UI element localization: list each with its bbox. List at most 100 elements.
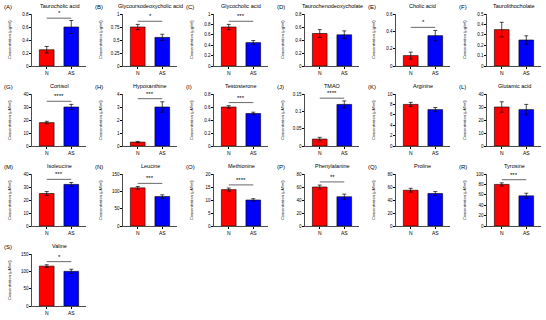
svg-text:Isoleucine: Isoleucine [47, 163, 72, 169]
svg-text:(O): (O) [186, 164, 195, 170]
svg-text:Proline: Proline [414, 163, 431, 169]
svg-text:AS: AS [523, 150, 530, 156]
svg-text:3: 3 [117, 105, 120, 110]
svg-text:AS: AS [432, 70, 439, 76]
svg-text:4: 4 [390, 123, 393, 128]
svg-text:Concentration (μM/ml): Concentration (μM/ml) [280, 180, 285, 220]
svg-text:Concentration (μM/ml): Concentration (μM/ml) [98, 100, 103, 140]
svg-text:AS: AS [68, 230, 75, 236]
svg-text:Concentration (μM/ml): Concentration (μM/ml) [462, 180, 467, 220]
svg-text:Leucine: Leucine [141, 163, 160, 169]
svg-text:20: 20 [296, 211, 302, 216]
svg-text:30: 30 [23, 105, 29, 110]
svg-text:Cortisol: Cortisol [50, 83, 69, 89]
svg-text:(E): (E) [368, 4, 376, 10]
svg-text:Concentration (μM/ml): Concentration (μM/ml) [7, 260, 12, 300]
svg-text:50: 50 [23, 286, 29, 291]
svg-text:Concentration (μM/ml): Concentration (μM/ml) [462, 100, 467, 140]
svg-text:N: N [500, 150, 504, 156]
svg-text:0: 0 [26, 304, 29, 309]
svg-text:0: 0 [26, 64, 29, 69]
svg-text:10: 10 [387, 92, 393, 97]
svg-text:AS: AS [68, 150, 75, 156]
svg-text:N: N [45, 150, 49, 156]
svg-text:Glycoursodeoxycholic acid: Glycoursodeoxycholic acid [118, 3, 183, 9]
svg-text:0.3: 0.3 [477, 32, 484, 37]
svg-text:Tyrosine: Tyrosine [504, 163, 525, 169]
svg-text:***: *** [237, 13, 245, 19]
svg-text:5: 5 [208, 211, 211, 216]
svg-text:N: N [227, 230, 231, 236]
svg-text:AS: AS [159, 70, 166, 76]
svg-text:0: 0 [26, 224, 29, 229]
svg-text:1: 1 [208, 12, 211, 17]
svg-text:N: N [409, 230, 413, 236]
svg-text:**: ** [330, 174, 335, 180]
svg-text:100: 100 [476, 172, 484, 177]
svg-text:0.15: 0.15 [293, 92, 302, 97]
svg-text:AS: AS [159, 150, 166, 156]
svg-text:10: 10 [23, 131, 29, 136]
svg-text:(N): (N) [95, 164, 103, 170]
svg-text:0: 0 [481, 224, 484, 229]
svg-text:AS: AS [341, 70, 348, 76]
svg-text:AS: AS [432, 150, 439, 156]
svg-text:0.8: 0.8 [22, 12, 29, 17]
svg-text:AS: AS [250, 150, 257, 156]
svg-text:***: *** [237, 95, 245, 101]
svg-text:Methionine: Methionine [228, 163, 255, 169]
svg-text:2: 2 [390, 133, 393, 138]
svg-text:0.2: 0.2 [204, 53, 211, 58]
svg-text:20: 20 [387, 211, 393, 216]
svg-text:Concentration (μg/ml): Concentration (μg/ml) [7, 20, 12, 59]
svg-text:Arginine: Arginine [413, 83, 433, 89]
svg-text:4: 4 [117, 92, 120, 97]
svg-text:0.2: 0.2 [477, 43, 484, 48]
svg-text:0: 0 [299, 224, 302, 229]
svg-text:0.4: 0.4 [386, 29, 393, 34]
svg-text:0: 0 [208, 64, 211, 69]
svg-text:AS: AS [250, 70, 257, 76]
svg-text:100: 100 [112, 189, 120, 194]
svg-text:0.2: 0.2 [295, 51, 302, 56]
svg-text:10: 10 [478, 131, 484, 136]
svg-text:(L): (L) [459, 84, 466, 90]
svg-text:80: 80 [296, 172, 302, 177]
svg-text:*: * [149, 13, 152, 19]
svg-text:40: 40 [23, 172, 29, 177]
svg-text:N: N [500, 230, 504, 236]
svg-text:60: 60 [296, 185, 302, 190]
svg-text:N: N [227, 150, 231, 156]
svg-text:1: 1 [117, 12, 120, 17]
svg-text:50: 50 [114, 206, 120, 211]
svg-text:AS: AS [250, 230, 257, 236]
svg-text:(A): (A) [4, 4, 12, 10]
svg-text:0.2: 0.2 [22, 51, 29, 56]
svg-text:0: 0 [390, 224, 393, 229]
svg-text:1: 1 [117, 131, 120, 136]
svg-text:N: N [318, 230, 322, 236]
svg-text:***: *** [146, 175, 154, 181]
svg-text:20: 20 [23, 198, 29, 203]
svg-text:150: 150 [112, 172, 120, 177]
svg-text:80: 80 [387, 172, 393, 177]
svg-text:40: 40 [387, 198, 393, 203]
svg-text:0.4: 0.4 [295, 38, 302, 43]
svg-text:0: 0 [481, 144, 484, 149]
svg-text:0.4: 0.4 [204, 118, 211, 123]
svg-text:N: N [409, 150, 413, 156]
svg-text:N: N [45, 310, 49, 316]
svg-text:Phenylalanine: Phenylalanine [315, 163, 350, 169]
svg-text:N: N [45, 70, 49, 76]
svg-text:N: N [45, 230, 49, 236]
svg-text:0: 0 [481, 64, 484, 69]
svg-text:0: 0 [117, 144, 120, 149]
svg-text:100: 100 [21, 269, 29, 274]
svg-text:0.05: 0.05 [293, 126, 302, 131]
svg-text:Concentration (μM/ml): Concentration (μM/ml) [189, 180, 194, 220]
svg-text:N: N [136, 70, 140, 76]
svg-text:10: 10 [205, 198, 211, 203]
svg-text:30: 30 [478, 105, 484, 110]
svg-text:0: 0 [26, 144, 29, 149]
svg-text:Concentration (μg/ml): Concentration (μg/ml) [280, 20, 285, 59]
